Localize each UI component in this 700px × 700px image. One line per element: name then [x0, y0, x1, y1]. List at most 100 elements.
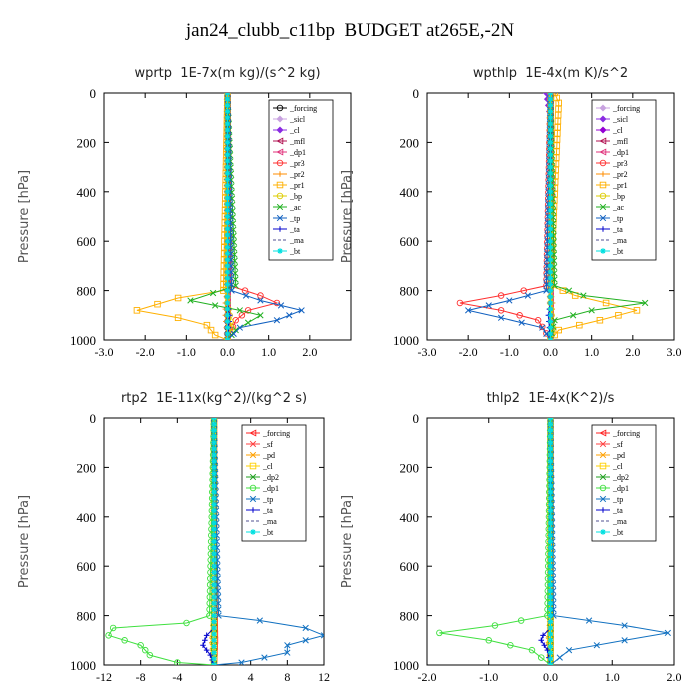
data-point [547, 176, 554, 183]
data-point [547, 256, 554, 263]
data-point [224, 213, 231, 220]
y-tick-label: 0 [90, 411, 97, 426]
data-point [224, 114, 231, 121]
data-point [541, 642, 548, 649]
data-point [211, 433, 217, 440]
data-point [211, 421, 217, 427]
legend-label: _bt [289, 247, 301, 256]
data-point [232, 270, 239, 277]
legend-marker [599, 148, 607, 156]
data-point [553, 94, 560, 102]
legend-label: _cl [612, 462, 624, 471]
legend-label: _ta [262, 506, 273, 515]
y-tick-label: 1000 [393, 333, 419, 348]
page-title: jan24_clubb_c11bp BUDGET at265E,-2N [185, 20, 515, 41]
data-point [211, 331, 219, 339]
legend-label: _dp1 [612, 148, 629, 157]
series-line [439, 418, 551, 665]
data-point [485, 637, 493, 644]
legend-marker [599, 484, 607, 492]
legend-label: _tp [262, 495, 273, 504]
data-point [547, 158, 554, 164]
chart-panel-4: thlp2 1E-4x(K^2)/s Pressure [hPa] -2.0 -1.0… [340, 391, 682, 684]
x-tick-label: 8 [284, 670, 290, 684]
data-point [547, 133, 554, 140]
data-point [565, 647, 573, 654]
data-point [215, 600, 222, 607]
data-point [211, 606, 217, 613]
data-point [556, 654, 563, 661]
data-point [224, 312, 231, 319]
legend-marker [249, 429, 257, 437]
series-line [468, 93, 551, 340]
data-point [547, 526, 554, 532]
data-point [211, 575, 217, 582]
data-point [224, 306, 231, 312]
data-point [211, 507, 217, 514]
data-point [228, 281, 235, 288]
data-point [543, 330, 550, 337]
data-point [224, 139, 231, 146]
x-tick-label: 2.0 [625, 345, 640, 359]
data-point [227, 225, 234, 233]
y-tick-label: 1000 [70, 333, 96, 348]
data-point [547, 433, 554, 440]
legend-label: _dp2 [612, 473, 629, 482]
data-point [213, 538, 221, 545]
x-tick-label: 0.0 [543, 345, 558, 359]
data-point [544, 647, 551, 653]
data-point [174, 314, 182, 322]
y-tick-label: 600 [77, 559, 97, 574]
data-point [547, 483, 554, 489]
legend-marker [249, 440, 257, 448]
data-point [547, 612, 554, 619]
data-point [211, 464, 217, 471]
data-point [518, 319, 525, 326]
legend-label: _dp1 [262, 484, 279, 493]
data-point [547, 219, 554, 226]
series-markers [224, 93, 231, 340]
data-point [224, 121, 231, 127]
legend-label: _ma [612, 236, 627, 245]
y-tick-label: 800 [77, 609, 97, 624]
legend-marker [277, 226, 283, 232]
legend-marker [599, 137, 607, 145]
legend: _forcing _sf _pd _cl _dp2 _dp1 _tp _ta _ma _bt [591, 424, 657, 542]
data-point [555, 99, 562, 107]
legend-label: _cl [262, 462, 274, 471]
data-point [553, 136, 561, 143]
y-tick-label: 400 [400, 510, 420, 525]
data-point [228, 287, 235, 294]
data-point [277, 302, 285, 309]
x-tick-label: -3.0 [418, 345, 437, 359]
y-tick-label: 1000 [393, 658, 419, 673]
x-tick-label: -2.0 [418, 670, 437, 684]
data-point [224, 133, 231, 140]
data-point [211, 427, 217, 434]
data-point [547, 581, 554, 588]
data-point [547, 238, 554, 244]
data-point [224, 275, 231, 282]
data-point [211, 588, 217, 594]
legend-label: _cl [289, 126, 301, 135]
data-point [547, 318, 554, 325]
data-point [224, 93, 231, 96]
data-point [211, 544, 217, 551]
data-point [547, 439, 554, 446]
legend-label: _sicl [612, 115, 629, 124]
data-point [211, 501, 217, 508]
data-point [211, 514, 217, 520]
legend-marker [599, 159, 607, 167]
legend-marker [277, 171, 283, 177]
data-point [555, 326, 562, 334]
y-tick-label: 0 [90, 86, 97, 101]
data-point [224, 287, 231, 294]
series-markers [211, 418, 217, 665]
data-point [211, 569, 217, 576]
data-point [547, 226, 554, 232]
data-point [224, 331, 231, 337]
data-point [238, 659, 245, 665]
legend: _forcing _sicl _cl _mfl _dp1 _pr3 _pr2 _pr1 _bp _… [268, 99, 334, 261]
data-point [555, 105, 562, 113]
data-point [456, 299, 464, 307]
